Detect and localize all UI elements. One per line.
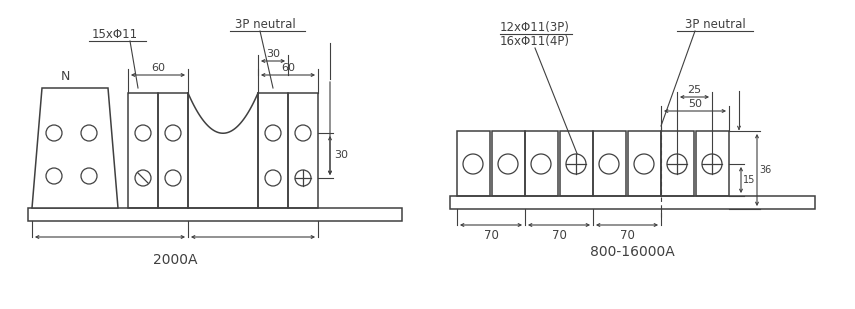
Polygon shape [32,88,118,208]
Text: 60: 60 [281,63,295,73]
Text: 70: 70 [620,229,634,242]
Bar [258,93,288,208]
Circle shape [295,170,311,186]
Text: N: N [61,70,70,83]
Bar [696,131,729,196]
Text: 25: 25 [687,85,702,95]
Text: 15: 15 [743,175,755,185]
Text: 30: 30 [334,150,348,160]
Text: 30: 30 [266,49,280,59]
Bar [457,131,490,196]
Text: 70: 70 [551,229,566,242]
Circle shape [46,125,62,141]
Text: 3P neutral: 3P neutral [234,18,295,31]
Text: 50: 50 [688,99,702,109]
Bar [628,131,661,196]
Text: 36: 36 [759,165,771,175]
Circle shape [265,125,281,141]
Circle shape [46,168,62,184]
Text: 800-16000A: 800-16000A [590,245,675,259]
Text: 12xΦ11(3P): 12xΦ11(3P) [500,21,570,34]
Circle shape [599,154,619,174]
Text: 3P neutral: 3P neutral [685,18,746,31]
Bar [28,208,402,221]
Bar [661,131,694,196]
Circle shape [531,154,551,174]
Circle shape [81,125,97,141]
Circle shape [165,170,181,186]
Bar [128,93,158,208]
Circle shape [265,170,281,186]
Circle shape [498,154,518,174]
Bar [492,131,525,196]
Text: 60: 60 [151,63,165,73]
Bar [158,93,188,208]
Polygon shape [188,93,258,208]
Circle shape [566,154,586,174]
Circle shape [81,168,97,184]
Circle shape [165,125,181,141]
Bar [593,131,626,196]
Bar [288,93,318,208]
Text: 70: 70 [484,229,498,242]
Circle shape [634,154,654,174]
Circle shape [463,154,483,174]
Circle shape [135,170,151,186]
Bar [450,196,815,209]
Circle shape [135,125,151,141]
Bar [525,131,558,196]
Circle shape [702,154,722,174]
Bar [560,131,593,196]
Circle shape [667,154,687,174]
Text: 2000A: 2000A [153,253,198,267]
Circle shape [295,125,311,141]
Text: 16xΦ11(4P): 16xΦ11(4P) [500,35,570,48]
Text: 15xΦ11: 15xΦ11 [92,28,138,41]
